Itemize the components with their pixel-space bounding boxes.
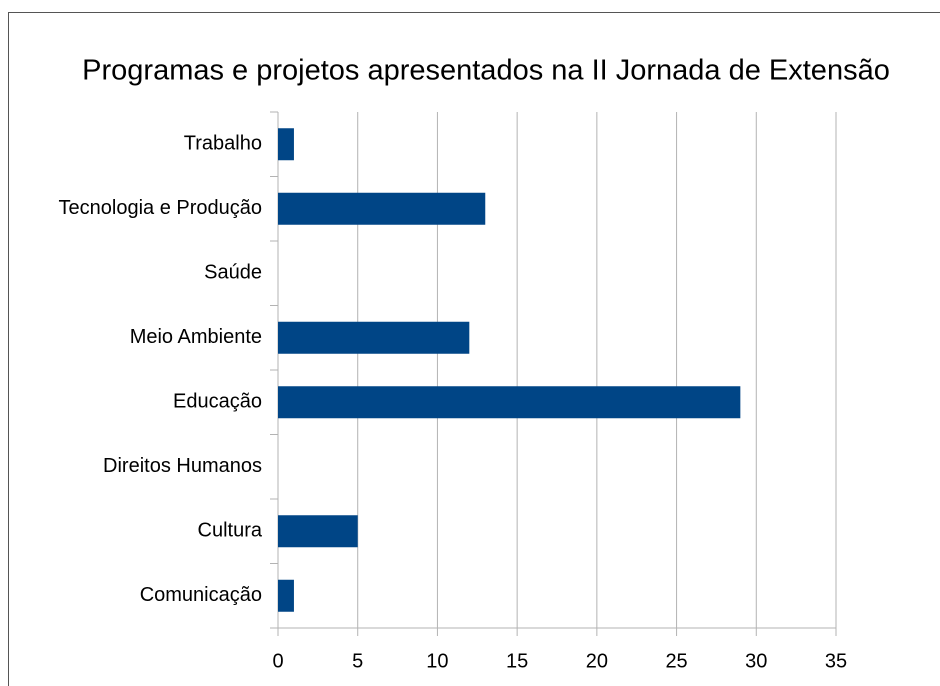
x-tick-label: 20 [586,650,608,672]
bar [278,192,486,225]
y-tick-label: Educação [173,391,262,413]
x-tick-label: 35 [825,650,847,672]
x-tick-label: 5 [352,650,363,672]
bar [278,321,470,354]
bar [278,386,741,419]
y-tick-label: Saúde [204,262,262,284]
y-tick-label: Tecnologia e Produção [59,197,262,219]
bar [278,128,294,161]
frame [8,12,940,686]
chart-title: Programas e projetos apresentados na II … [82,55,890,87]
x-tick-label: 15 [506,650,528,672]
y-tick-label: Trabalho [184,133,262,155]
y-tick-label: Meio Ambiente [130,326,262,348]
bar [278,515,358,548]
bar [278,579,294,612]
y-tick-label: Comunicação [140,584,262,606]
x-tick-label: 0 [272,650,283,672]
x-tick-label: 25 [665,650,687,672]
y-tick-label: Cultura [198,520,263,542]
y-tick-label: Direitos Humanos [103,455,262,477]
x-tick-label: 30 [745,650,767,672]
x-tick-label: 10 [426,650,448,672]
